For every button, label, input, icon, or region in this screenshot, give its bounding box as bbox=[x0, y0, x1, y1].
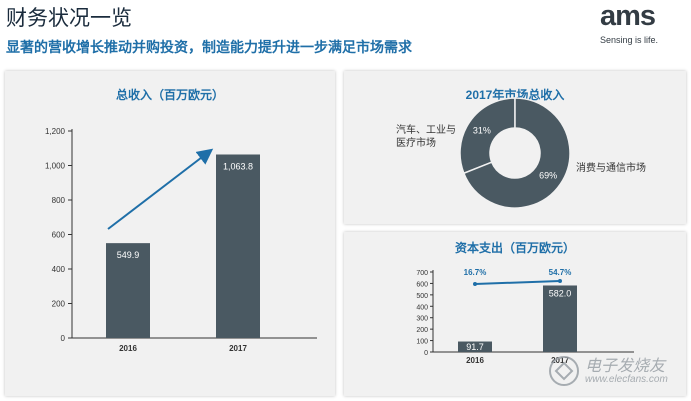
revenue-ytick-label: 600 bbox=[52, 231, 66, 240]
revenue-category-label: 2016 bbox=[119, 344, 137, 353]
revenue-ytick-label: 1,200 bbox=[45, 127, 66, 136]
market-slice-0 bbox=[459, 97, 516, 175]
capex-ytick-label: 500 bbox=[416, 293, 428, 300]
capex-ratio-point bbox=[558, 279, 562, 283]
revenue-ytick-label: 400 bbox=[52, 265, 66, 274]
market-slice-1 bbox=[462, 97, 571, 209]
logo-wordmark: ams bbox=[600, 0, 656, 32]
watermark-logo-icon bbox=[549, 356, 579, 386]
slide-subtitle: 显著的营收增长推动并购投资，制造能力提升进一步满足市场需求 bbox=[6, 40, 412, 56]
capex-ratio-point bbox=[473, 282, 477, 286]
revenue-panel: 总收入（百万欧元） 0 200 400 600 800 1,000 1,200 549.9 1… bbox=[5, 71, 335, 396]
revenue-growth-arrow bbox=[107, 148, 214, 230]
capex-ytick-label: 0 bbox=[424, 350, 428, 357]
capex-category-label: 2016 bbox=[466, 356, 484, 365]
market-slice-pct-label: 31% bbox=[473, 126, 491, 136]
capex-ratio-line bbox=[474, 280, 561, 285]
watermark-cn-text: 电子发烧友 bbox=[585, 356, 666, 375]
revenue-ytick-label: 800 bbox=[52, 196, 66, 205]
market-chart: 2017年市场总收入 31% 69% 汽车、工业与 医疗市场 消费与通信市场 bbox=[396, 87, 646, 209]
market-slice-label-auto: 汽车、工业与 医疗市场 bbox=[396, 123, 459, 149]
capex-ratio-label: 54.7% bbox=[549, 268, 572, 277]
capex-ratio-label: 16.7% bbox=[464, 268, 487, 277]
revenue-ytick-label: 200 bbox=[52, 300, 66, 309]
watermark-url-text: www.elecfans.com bbox=[585, 374, 668, 385]
capex-ytick-label: 100 bbox=[416, 339, 428, 346]
revenue-chart: 总收入（百万欧元） 0 200 400 600 800 1,000 1,200 549.9 1… bbox=[45, 87, 317, 353]
logo-tagline: Sensing is life. bbox=[600, 35, 659, 45]
ams-logo: ams Sensing is life. bbox=[598, 0, 686, 50]
capex-ytick-label: 200 bbox=[416, 327, 428, 334]
capex-ytick-label: 600 bbox=[416, 281, 428, 288]
revenue-ytick-label: 1,000 bbox=[45, 162, 66, 171]
revenue-bar-value-label: 1,063.8 bbox=[223, 161, 253, 171]
slide-title: 财务状况一览 bbox=[6, 6, 132, 30]
capex-chart: 资本支出（百万欧元） 0 100 200 300 400 500 600 700 91.7 58… bbox=[416, 240, 634, 365]
capex-chart-title: 资本支出（百万欧元） bbox=[455, 240, 575, 255]
capex-bar-2017 bbox=[543, 285, 577, 352]
revenue-category-label: 2017 bbox=[229, 344, 247, 353]
capex-bar-value-label: 91.7 bbox=[466, 342, 484, 352]
market-chart-title: 2017年市场总收入 bbox=[466, 87, 565, 102]
capex-ytick-label: 700 bbox=[416, 270, 428, 277]
market-panel: 2017年市场总收入 31% 69% 汽车、工业与 医疗市场 消费与通信市场 bbox=[344, 71, 686, 224]
capex-category-label: 2017 bbox=[551, 356, 569, 365]
capex-bar-2016 bbox=[458, 341, 492, 352]
revenue-ytick-label: 0 bbox=[61, 334, 66, 343]
revenue-bar-2016 bbox=[106, 243, 150, 338]
capex-panel: 资本支出（百万欧元） 0 100 200 300 400 500 600 700 91.7 58… bbox=[344, 232, 686, 396]
market-slice-label-consumer: 消费与通信市场 bbox=[576, 161, 646, 174]
revenue-bar-2017 bbox=[216, 154, 260, 338]
revenue-bar-value-label: 549.9 bbox=[117, 250, 140, 260]
capex-ytick-label: 300 bbox=[416, 316, 428, 323]
elecfans-watermark: 电子发烧友 www.elecfans.com bbox=[545, 352, 685, 396]
market-slice-pct-label: 69% bbox=[539, 170, 557, 180]
capex-bar-value-label: 582.0 bbox=[549, 288, 572, 298]
capex-ytick-label: 400 bbox=[416, 304, 428, 311]
revenue-chart-title: 总收入（百万欧元） bbox=[116, 87, 224, 102]
